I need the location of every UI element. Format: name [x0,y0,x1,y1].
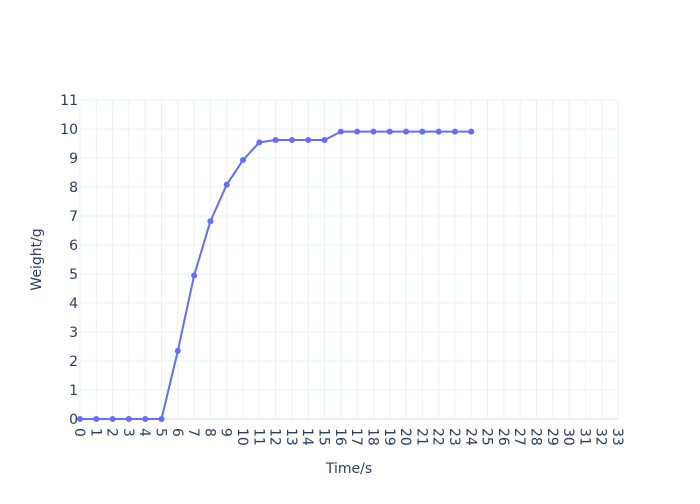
x-tick-label: 15 [316,428,332,446]
y-tick-label: 9 [69,151,78,167]
data-point [109,416,116,422]
data-point [142,416,149,422]
y-tick-label: 7 [69,209,78,225]
x-tick-label: 3 [120,428,136,437]
x-tick-label: 18 [364,428,380,446]
x-tick-label: 22 [430,428,446,446]
data-point [354,128,361,135]
data-point [403,128,410,135]
x-tick-label: 24 [462,428,478,446]
series-layer [77,128,475,422]
x-tick-label: 0 [71,428,87,437]
data-point [272,137,279,144]
data-point [191,272,198,279]
x-tick-label: 21 [413,428,429,446]
y-tick-label: 3 [69,325,78,341]
data-point [256,139,263,146]
x-tick-label: 4 [136,428,152,437]
y-tick-label: 4 [69,296,78,312]
x-tick-label: 20 [397,428,413,446]
data-point [288,137,295,144]
data-point [468,128,475,135]
data-point [305,137,312,144]
data-point [321,137,328,144]
y-axis-ticks: 0 1 2 3 4 5 6 7 8 9 10 11 [60,93,78,428]
x-axis-ticks: 0 1 2 3 4 5 6 7 8 9 10 11 12 13 14 15 16 17 18 19 20 21 22 23 24… [71,428,625,446]
data-point [93,416,100,422]
y-tick-label: 6 [69,238,78,254]
x-tick-label: 9 [218,428,234,437]
x-axis-title: Time/s [325,461,372,477]
y-tick-label: 5 [69,267,78,283]
x-tick-label: 5 [153,428,169,437]
y-axis-title: Weight/g [29,228,45,290]
x-tick-label: 11 [250,428,266,446]
data-point [240,157,247,164]
data-point [158,416,165,422]
y-tick-label: 1 [69,383,78,399]
x-tick-label: 26 [495,428,511,446]
x-tick-label: 17 [348,428,364,446]
data-point [207,218,214,225]
data-point [125,416,132,422]
data-point [370,128,377,135]
y-tick-label: 2 [69,354,78,370]
x-tick-label: 14 [299,428,315,446]
y-tick-label: 0 [69,412,78,428]
x-tick-label: 16 [332,428,348,446]
x-tick-label: 8 [201,428,217,437]
x-tick-label: 27 [511,428,527,446]
x-tick-label: 13 [283,428,299,446]
y-tick-label: 8 [69,180,78,196]
x-tick-label: 6 [169,428,185,437]
x-tick-label: 29 [544,428,560,446]
data-point [337,128,344,135]
x-tick-label: 7 [185,428,201,437]
x-tick-label: 10 [234,428,250,446]
data-point [419,128,426,135]
data-point [77,416,83,422]
y-tick-label: 10 [60,122,78,138]
x-tick-label: 12 [267,428,283,446]
data-point [223,181,230,188]
data-point [386,128,393,135]
x-tick-label: 32 [593,428,609,446]
y-tick-label: 11 [60,93,78,109]
data-point [435,128,442,135]
x-tick-label: 2 [104,428,120,437]
x-tick-label: 33 [609,428,625,446]
x-tick-label: 23 [446,428,462,446]
x-tick-label: 30 [560,428,576,446]
grid [79,99,619,420]
x-tick-label: 19 [381,428,397,446]
x-tick-label: 31 [576,428,592,446]
data-point [174,347,181,354]
x-tick-label: 28 [527,428,543,446]
x-tick-label: 1 [87,428,103,437]
data-point [451,128,458,135]
x-tick-label: 25 [479,428,495,446]
